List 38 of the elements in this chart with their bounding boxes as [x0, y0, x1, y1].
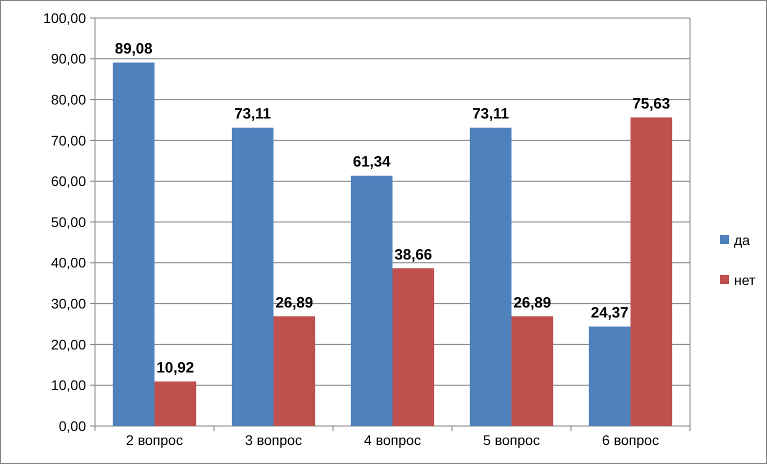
x-tick-label: 2 вопрос	[126, 432, 183, 448]
bar	[350, 176, 392, 426]
bar	[512, 316, 554, 426]
y-tick-label: 20,00	[50, 336, 86, 352]
bar	[232, 128, 274, 426]
x-tick-label: 5 вопрос	[483, 432, 540, 448]
y-tick-label: 40,00	[50, 254, 86, 271]
data-label: 61,34	[352, 154, 392, 171]
data-label: 73,11	[472, 106, 510, 123]
x-tick-label: 4 вопрос	[364, 432, 421, 448]
y-tick-label: 90,00	[50, 50, 86, 67]
data-label: 38,66	[394, 246, 432, 264]
bar	[630, 117, 672, 426]
data-label: 24,37	[590, 304, 628, 322]
x-tick-label: 3 вопрос	[245, 432, 302, 448]
y-tick-label: 100,00	[43, 10, 86, 26]
data-label: 73,11	[234, 106, 272, 123]
y-tick-label: 30,00	[50, 296, 86, 312]
data-label: 75,63	[632, 95, 670, 112]
bar	[274, 316, 316, 426]
data-label: 26,89	[276, 294, 314, 312]
data-label: 26,89	[514, 294, 552, 312]
bar	[392, 268, 434, 426]
bar	[154, 381, 196, 426]
bar	[588, 326, 630, 426]
y-tick-label: 50,00	[50, 214, 86, 230]
y-tick-label: 0,00	[58, 418, 86, 434]
y-tick-label: 10,00	[50, 377, 86, 394]
x-tick-label: 6 вопрос	[602, 432, 659, 448]
bar	[470, 128, 512, 426]
legend-label: нет	[734, 272, 756, 288]
y-tick-label: 70,00	[50, 132, 86, 148]
legend-label: да	[734, 232, 750, 248]
y-tick-label: 80,00	[50, 92, 86, 108]
bar	[112, 62, 154, 426]
y-tick-label: 60,00	[50, 173, 86, 190]
data-label: 89,08	[114, 40, 152, 58]
data-label: 10,92	[156, 359, 194, 376]
